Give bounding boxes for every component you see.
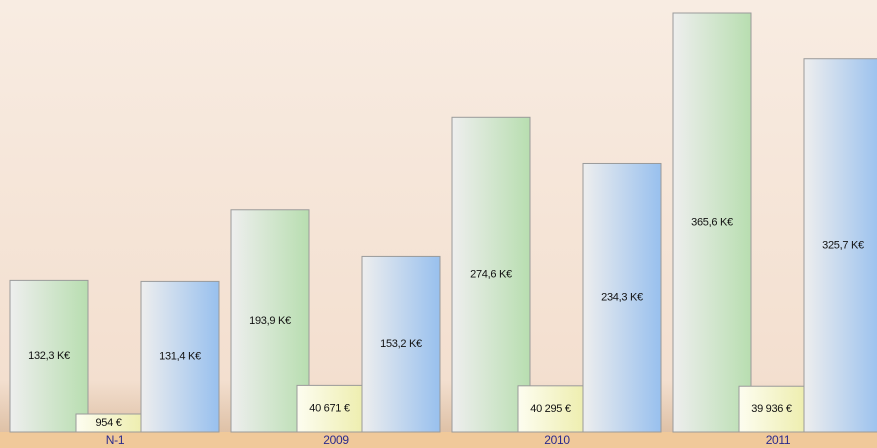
value-label: 234,3 K€ <box>601 292 643 304</box>
value-label: 131,4 K€ <box>159 351 201 363</box>
value-label: 954 € <box>95 417 121 429</box>
value-label: 40 295 € <box>530 403 571 415</box>
value-label: 365,6 K€ <box>691 216 733 228</box>
value-label: 39 936 € <box>751 403 792 415</box>
bar <box>517 385 584 433</box>
axis-strip <box>0 432 877 448</box>
bar <box>672 12 752 433</box>
bar <box>296 384 363 433</box>
value-label: 40 671 € <box>309 403 350 415</box>
value-label: 193,9 K€ <box>249 315 291 327</box>
bar <box>361 255 441 433</box>
x-tick-label: 2011 <box>766 433 791 447</box>
value-label: 325,7 K€ <box>822 239 864 251</box>
x-tick-label: 2010 <box>544 433 570 447</box>
x-tick-label: N-1 <box>106 433 125 447</box>
x-tick-label: 2009 <box>323 433 349 447</box>
bar <box>230 209 310 433</box>
bar <box>451 116 531 433</box>
value-label: 153,2 K€ <box>380 338 422 350</box>
bar <box>9 279 89 433</box>
bar <box>582 162 662 433</box>
value-label: 274,6 K€ <box>470 269 512 281</box>
bar <box>803 58 877 433</box>
value-label: 132,3 K€ <box>28 350 70 362</box>
bar <box>738 385 805 433</box>
bar <box>140 280 220 433</box>
